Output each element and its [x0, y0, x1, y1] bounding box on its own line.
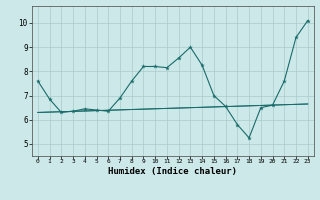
X-axis label: Humidex (Indice chaleur): Humidex (Indice chaleur): [108, 167, 237, 176]
